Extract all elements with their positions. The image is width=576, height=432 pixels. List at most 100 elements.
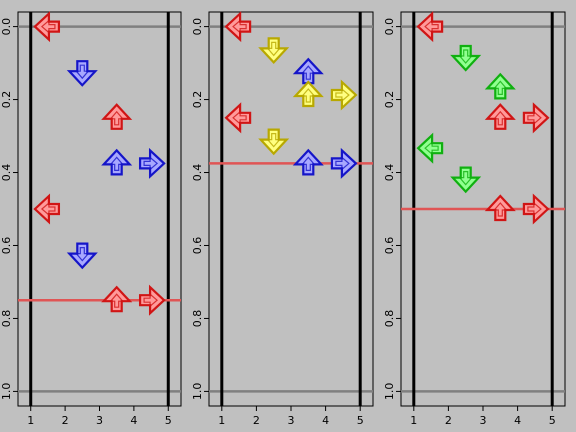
arrow-up-red xyxy=(101,285,133,313)
y-tick-label: 0.8 xyxy=(383,310,396,328)
arrow-inner-outline xyxy=(266,41,282,57)
arrow-right-red xyxy=(522,102,550,134)
arrow-inner-outline xyxy=(300,65,316,80)
arrow-body xyxy=(292,148,324,176)
arrow-inner-outline xyxy=(300,88,316,103)
arrow-body xyxy=(138,147,166,179)
arrow-inner-outline xyxy=(492,202,508,217)
y-tick-label: 0.6 xyxy=(191,237,204,255)
arrow-right-red xyxy=(522,193,550,225)
arrow-left-red xyxy=(224,11,252,43)
chart-panel-2: 1 2 3 4 5 0.0 0.2 0.4 0.6 0.8 1.0 xyxy=(191,11,374,427)
arrow-inner-outline xyxy=(424,19,439,34)
arrow-body xyxy=(292,80,324,108)
arrow-inner-outline xyxy=(266,132,282,148)
arrow-down-green xyxy=(450,44,482,72)
arrow-body xyxy=(416,132,444,164)
y-tick-label: 0.2 xyxy=(383,91,396,109)
arrow-inner-outline xyxy=(458,171,474,186)
x-tick-label: 4 xyxy=(514,414,521,427)
arrow-body xyxy=(224,102,252,134)
arrow-up-blue xyxy=(292,148,324,176)
arrow-left-green xyxy=(416,132,444,164)
x-tick-label: 1 xyxy=(27,414,34,427)
arrow-inner-outline xyxy=(109,293,124,308)
y-tick-label: 1.0 xyxy=(191,383,204,401)
y-tick-label: 0.4 xyxy=(191,164,204,182)
arrow-inner-outline xyxy=(109,110,124,126)
arrow-inner-outline xyxy=(335,156,350,171)
plot-frame xyxy=(208,11,374,407)
arrow-inner-outline xyxy=(458,49,474,64)
x-tick-label: 3 xyxy=(288,414,295,427)
arrow-left-red xyxy=(33,193,61,225)
arrow-body xyxy=(101,285,133,313)
arrow-left-red xyxy=(33,11,61,43)
arrow-body xyxy=(258,128,290,156)
arrow-inner-outline xyxy=(40,201,56,217)
arrow-inner-outline xyxy=(232,110,247,126)
y-tick-label: 0.4 xyxy=(0,164,13,182)
arrow-inner-outline xyxy=(527,110,542,126)
arrow-up-blue xyxy=(101,148,133,176)
x-tick-label: 2 xyxy=(445,414,452,427)
y-tick-label: 0.8 xyxy=(0,310,13,328)
arrow-body xyxy=(33,193,61,225)
arrow-body xyxy=(484,103,516,130)
y-tick-label: 0.2 xyxy=(191,91,204,109)
arrow-body xyxy=(522,102,550,134)
arrow-inner-outline xyxy=(75,64,90,80)
arrow-up-red xyxy=(101,103,133,130)
y-tick-label: 0.4 xyxy=(383,164,396,182)
x-tick-label: 5 xyxy=(165,414,172,427)
arrow-up-red xyxy=(484,103,516,130)
arrow-inner-outline xyxy=(143,292,159,308)
x-tick-label: 5 xyxy=(549,414,556,427)
y-tick-label: 0.6 xyxy=(383,237,396,255)
chart-panel-3: 1 2 3 4 5 0.0 0.2 0.4 0.6 0.8 1.0 xyxy=(383,11,566,427)
arrow-down-green xyxy=(450,166,482,194)
arrow-down-yellow xyxy=(258,37,290,65)
arrow-inner-outline xyxy=(492,110,508,126)
arrow-inner-outline xyxy=(109,156,124,171)
arrow-inner-outline xyxy=(232,19,247,34)
arrow-body xyxy=(138,284,166,316)
arrow-inner-outline xyxy=(40,19,56,34)
chart-panel-1: 1 2 3 4 5 0.0 0.2 0.4 0.6 0.8 1.0 xyxy=(0,11,182,427)
arrow-up-green xyxy=(484,72,516,100)
x-tick-label: 1 xyxy=(218,414,225,427)
y-tick-label: 1.0 xyxy=(383,383,396,401)
arrow-up-blue xyxy=(292,57,324,85)
arrow-body xyxy=(33,11,61,43)
arrow-right-blue xyxy=(138,147,166,179)
arrow-inner-outline xyxy=(335,87,350,103)
arrow-body xyxy=(522,193,550,225)
y-tick-label: 0.0 xyxy=(383,18,396,35)
arrow-left-red xyxy=(224,102,252,134)
y-tick-label: 0.2 xyxy=(0,91,13,109)
arrow-right-yellow xyxy=(330,79,358,111)
x-tick-label: 3 xyxy=(96,414,103,427)
y-tick-label: 0.6 xyxy=(0,237,13,255)
x-tick-label: 4 xyxy=(130,414,137,427)
arrow-right-red xyxy=(138,284,166,316)
arrow-left-red xyxy=(416,11,444,43)
x-tick-label: 2 xyxy=(62,414,69,427)
y-tick-label: 0.0 xyxy=(0,18,13,35)
arrow-body xyxy=(224,11,252,43)
x-tick-label: 3 xyxy=(480,414,487,427)
arrow-body xyxy=(101,148,133,176)
arrow-body xyxy=(258,37,290,65)
arrow-inner-outline xyxy=(143,156,159,171)
arrow-body xyxy=(450,166,482,194)
x-tick-label: 4 xyxy=(322,414,329,427)
arrow-down-yellow xyxy=(258,128,290,156)
arrow-inner-outline xyxy=(424,140,439,156)
y-tick-label: 0.8 xyxy=(191,310,204,328)
y-tick-label: 0.0 xyxy=(191,18,204,35)
arrow-body xyxy=(66,60,98,87)
arrow-body xyxy=(330,79,358,111)
y-tick-label: 1.0 xyxy=(0,383,13,401)
